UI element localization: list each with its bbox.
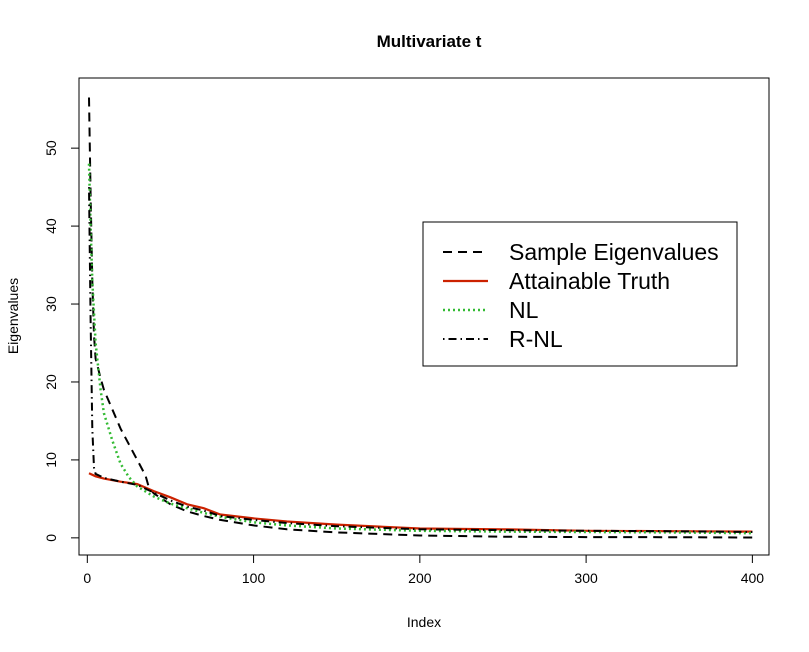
x-tick-label-4: 400 [741, 570, 765, 586]
x-tick-label-0: 0 [83, 570, 91, 586]
series-line-3 [88, 187, 753, 533]
series-line-0 [88, 97, 753, 539]
x-tick-label-1: 100 [242, 570, 266, 586]
y-tick-label-3: 30 [43, 296, 59, 312]
series-line-1 [88, 472, 753, 533]
legend: Sample Eigenvalues Attainable Truth NL R-NL [422, 221, 738, 367]
y-tick-label-5: 50 [43, 140, 59, 156]
y-axis: 0 10 20 30 40 50 [43, 140, 80, 542]
series-layer [87, 97, 753, 539]
legend-label-1: Attainable Truth [509, 268, 670, 294]
y-axis-label: Eigenvalues [5, 278, 21, 354]
x-axis: 0 100 200 300 400 [83, 554, 765, 586]
legend-box [422, 221, 738, 367]
y-tick-label-2: 20 [43, 374, 59, 390]
x-tick-label-3: 300 [574, 570, 598, 586]
x-axis-label: Index [407, 614, 441, 630]
legend-label-0: Sample Eigenvalues [509, 239, 719, 265]
y-tick-label-1: 10 [43, 452, 59, 468]
legend-label-2: NL [509, 297, 539, 323]
series-line-2 [87, 163, 753, 535]
legend-label-3: R-NL [509, 326, 563, 352]
y-tick-label-4: 40 [43, 218, 59, 234]
chart-title: Multivariate t [377, 32, 482, 51]
x-tick-label-2: 200 [408, 570, 432, 586]
y-tick-label-0: 0 [43, 534, 59, 542]
